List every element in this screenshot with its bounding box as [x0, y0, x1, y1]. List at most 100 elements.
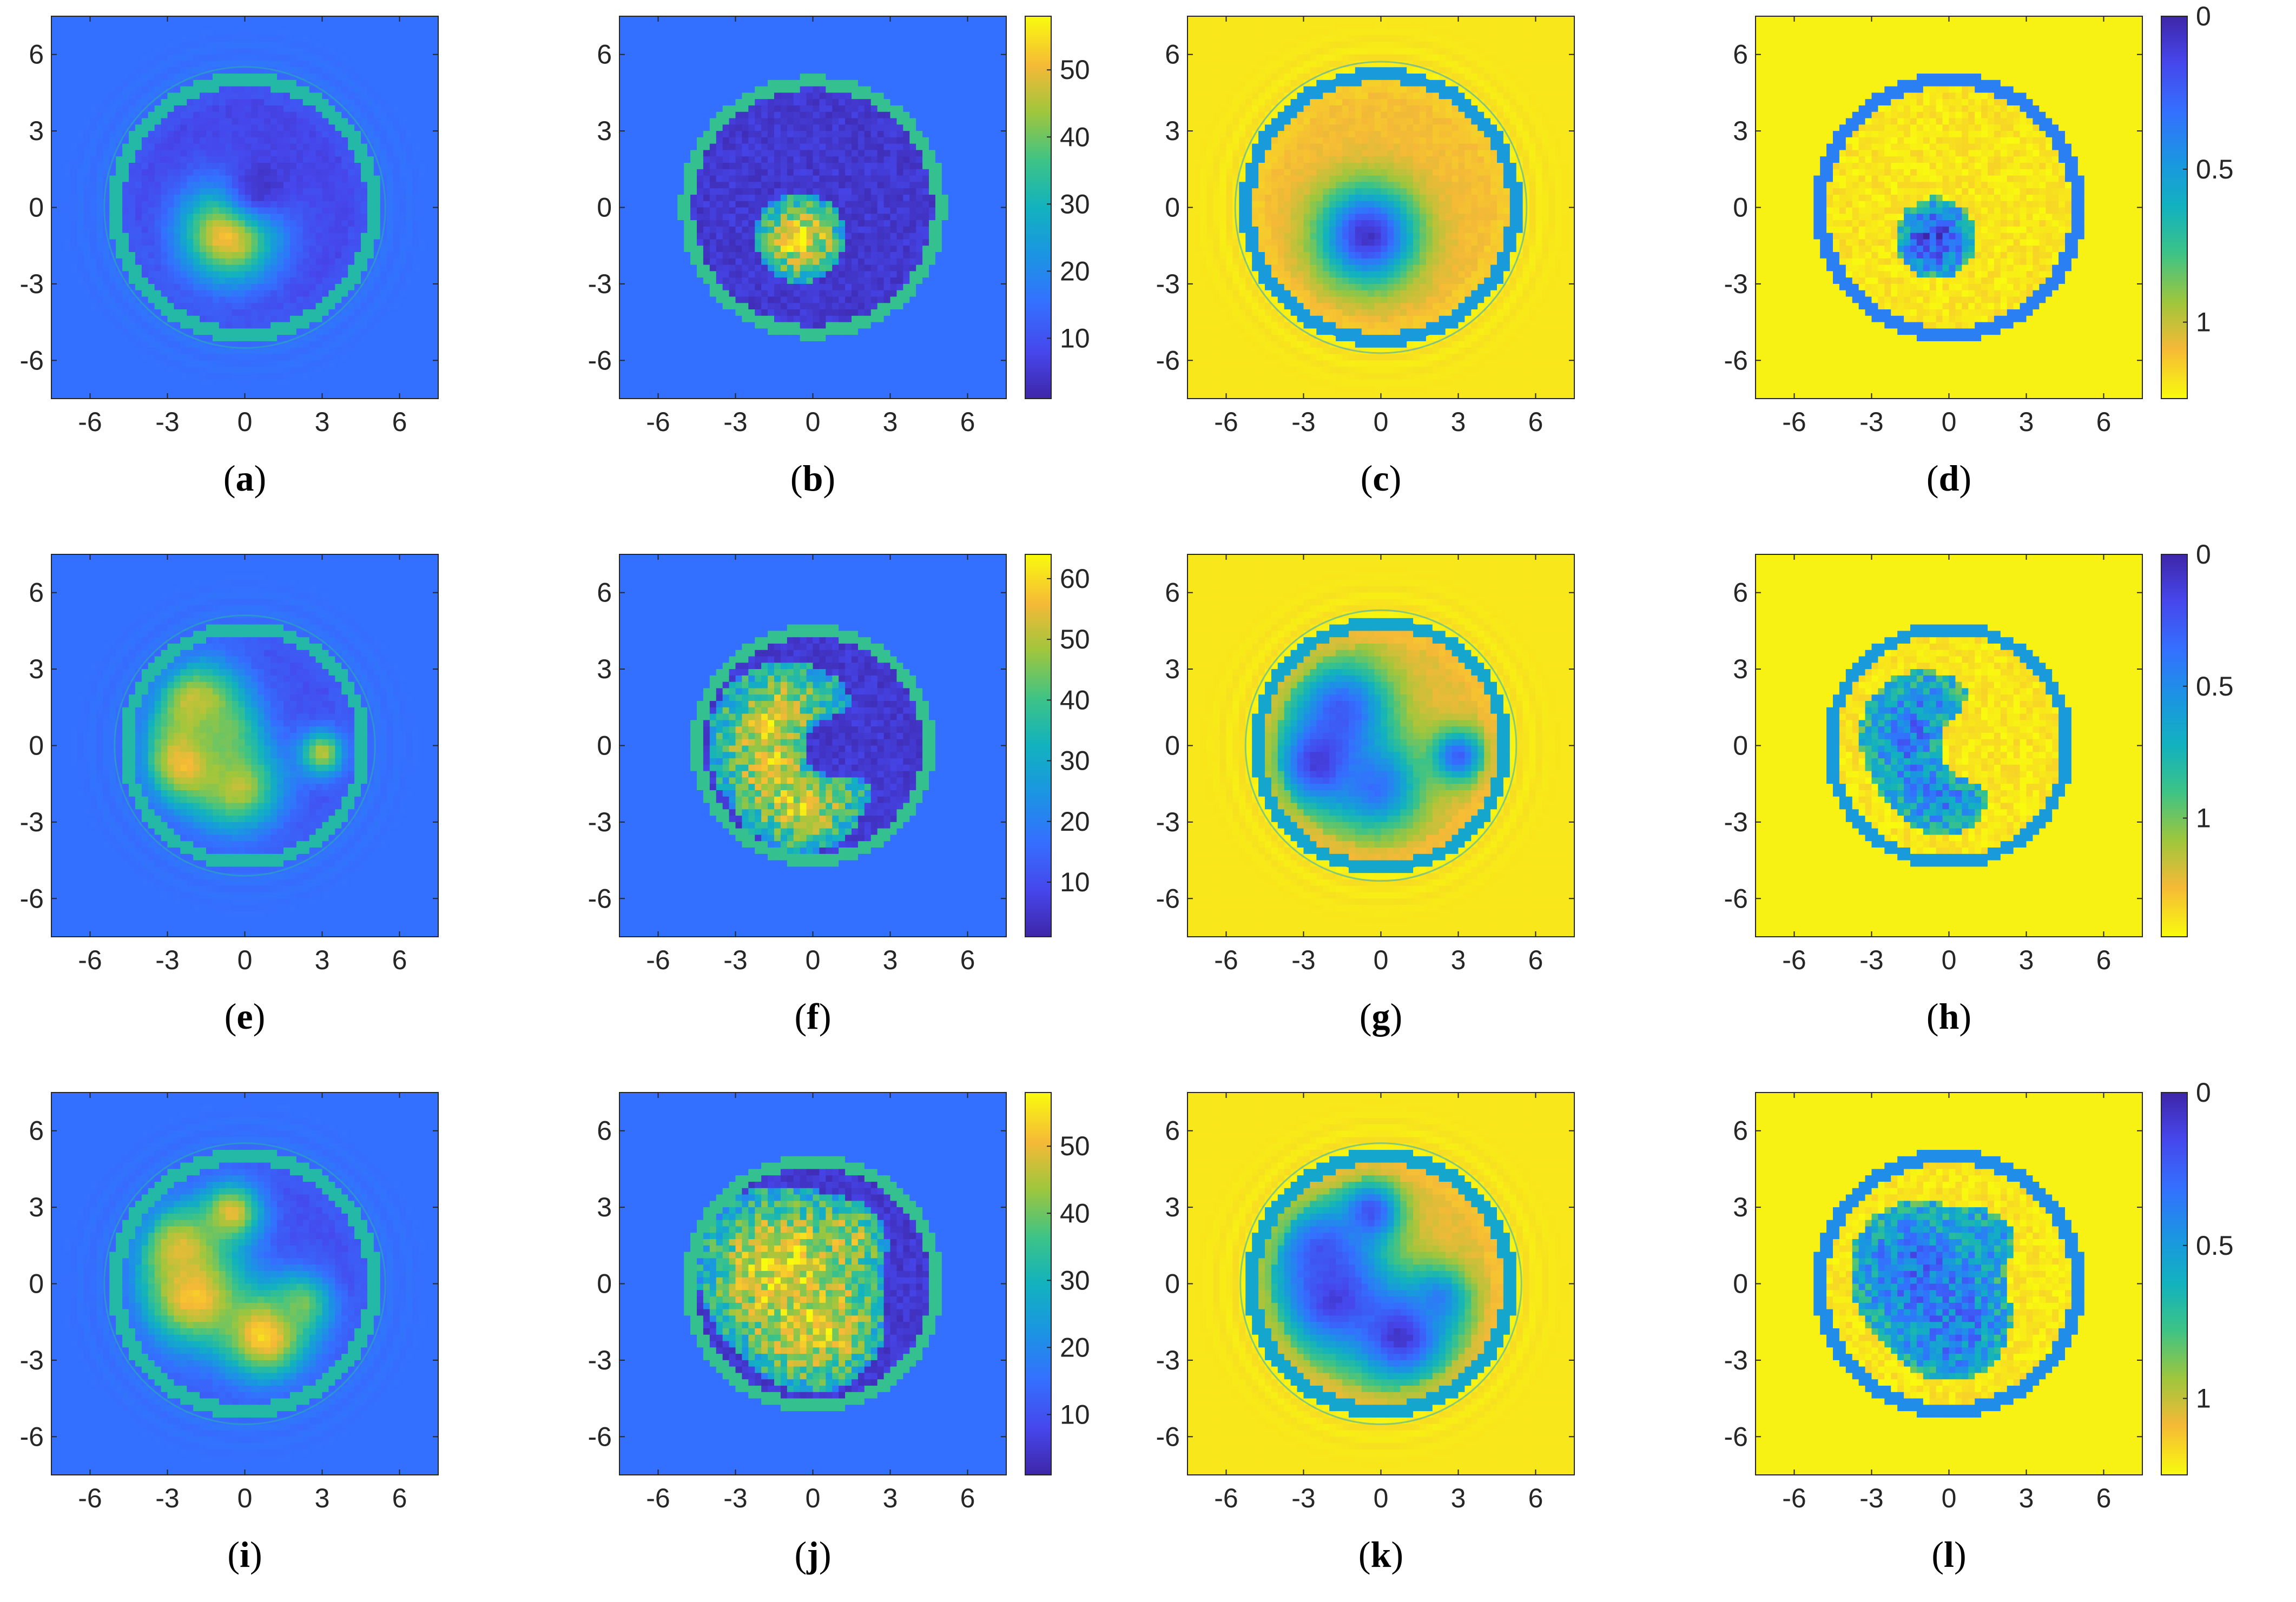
- x-tick-label: 6: [960, 407, 975, 437]
- x-tick-label: 6: [2096, 407, 2112, 437]
- panel-label: (h): [1926, 996, 1971, 1037]
- colorbar-tick-label: 20: [1060, 256, 1090, 286]
- x-tick-label: -3: [155, 407, 179, 437]
- colorbar-tick-label: 0: [2196, 539, 2211, 570]
- x-tick-label: 0: [237, 945, 253, 975]
- x-tick-label: 3: [1451, 407, 1466, 437]
- panel-label: (g): [1360, 996, 1402, 1037]
- colorbar-h: 10.50: [2161, 539, 2234, 937]
- heatmap-g: [1187, 554, 1575, 937]
- panel-e: -6 -3 0 3 6 6 3 0 -3 -6 (e): [20, 554, 439, 1037]
- y-tick-label: -6: [20, 345, 44, 375]
- heatmap-j: [619, 1093, 1007, 1475]
- x-tick-label: 0: [237, 407, 253, 437]
- x-tick-label: -6: [78, 945, 102, 975]
- ring-c: [1244, 71, 1518, 344]
- colorbar-tick-label: 10: [1060, 867, 1090, 897]
- x-tick-label: 6: [960, 1483, 975, 1513]
- colorbar-b: 50 40 30 20 10: [1025, 16, 1090, 399]
- colorbar-tick-label: 30: [1060, 1265, 1090, 1295]
- colorbar-tick-label: 50: [1060, 624, 1090, 654]
- y-tick-label: -6: [1724, 883, 1748, 913]
- x-tick-label: 6: [392, 1483, 407, 1513]
- colorbar-tick-label: 50: [1060, 1131, 1090, 1161]
- x-tick-label: 3: [1451, 945, 1466, 975]
- colorbar-tick-label: 1: [2196, 1383, 2211, 1414]
- y-tick-label: -6: [1156, 1421, 1180, 1452]
- x-tick-label: -6: [1782, 407, 1806, 437]
- panel-letter: h: [1939, 996, 1959, 1037]
- x-tick-label: 0: [1374, 945, 1389, 975]
- y-tick-label: -6: [20, 1421, 44, 1452]
- panel-letter: f: [807, 996, 820, 1037]
- colorbar-l: 10.50: [2161, 1077, 2234, 1475]
- panel-g: -6 -3 0 3 6 6 3 0 -3 -6 (g): [1156, 554, 1575, 1037]
- y-tick-label: -6: [1724, 345, 1748, 375]
- y-tick-label: 3: [29, 116, 44, 146]
- colorbar-tick-label: 0: [2196, 1, 2211, 31]
- colorbar-tick-label: 50: [1060, 55, 1090, 85]
- y-tick-label: 6: [1165, 1116, 1180, 1146]
- y-tick-label: 6: [597, 578, 612, 608]
- x-tick-label: 6: [392, 407, 407, 437]
- x-tick-label: 0: [1942, 1483, 1957, 1513]
- x-tick-label: 6: [2096, 945, 2112, 975]
- panel-letter: i: [240, 1534, 250, 1575]
- ring-k: [1249, 1152, 1513, 1415]
- x-tick-label: 6: [1528, 407, 1543, 437]
- panel-letter: j: [806, 1534, 819, 1575]
- y-tick-label: 0: [597, 731, 612, 761]
- panel-letter: k: [1371, 1534, 1391, 1575]
- x-tick-label: -6: [1214, 407, 1238, 437]
- panel-letter: l: [1944, 1534, 1954, 1575]
- x-tick-label: 3: [883, 945, 898, 975]
- y-tick-label: -3: [1156, 1345, 1180, 1375]
- y-tick-label: 0: [29, 193, 44, 223]
- y-tick-label: 0: [29, 731, 44, 761]
- colorbar-tick-label: 30: [1060, 189, 1090, 219]
- colorbar-tick-label: 10: [1060, 1399, 1090, 1429]
- x-tick-label: 0: [806, 945, 821, 975]
- x-tick-label: 3: [1451, 1483, 1466, 1513]
- y-tick-label: 0: [1733, 1269, 1748, 1299]
- x-tick-label: -6: [1214, 1483, 1238, 1513]
- x-tick-label: 6: [1528, 945, 1543, 975]
- panel-k: -6 -3 0 3 6 6 3 0 -3 -6 (k): [1156, 1092, 1575, 1575]
- y-tick-label: 0: [1165, 731, 1180, 761]
- y-tick-label: -3: [20, 1345, 44, 1375]
- x-tick-label: 6: [1528, 1483, 1543, 1513]
- y-tick-label: 3: [1165, 116, 1180, 146]
- panel-label: (f): [795, 996, 832, 1037]
- y-tick-label: -3: [588, 1345, 612, 1375]
- x-tick-label: 0: [1942, 945, 1957, 975]
- y-tick-label: -3: [588, 807, 612, 837]
- heatmap-c: [1187, 16, 1575, 399]
- x-tick-label: -6: [646, 407, 670, 437]
- y-tick-label: -6: [20, 883, 44, 913]
- heatmap-d: [1756, 16, 2143, 399]
- y-tick-label: 3: [29, 654, 44, 684]
- y-tick-label: -6: [1724, 1421, 1748, 1452]
- heatmap-a: [51, 16, 439, 399]
- x-tick-label: -6: [78, 407, 102, 437]
- y-tick-label: 0: [1165, 1269, 1180, 1299]
- colorbar-tick-label: 0.5: [2196, 671, 2234, 701]
- y-tick-label: 0: [29, 1269, 44, 1299]
- y-tick-label: -3: [1156, 269, 1180, 299]
- y-tick-label: -6: [1156, 345, 1180, 375]
- panel-label: (c): [1361, 458, 1402, 499]
- x-tick-label: -3: [1859, 945, 1883, 975]
- y-tick-label: 6: [1733, 578, 1748, 608]
- x-tick-label: -3: [155, 1483, 179, 1513]
- panel-letter: c: [1373, 458, 1389, 499]
- y-tick-label: 0: [1733, 731, 1748, 761]
- x-tick-label: 0: [1942, 407, 1957, 437]
- y-tick-label: 6: [29, 39, 44, 70]
- y-tick-label: 6: [1733, 39, 1748, 70]
- x-tick-label: 3: [2019, 407, 2034, 437]
- colorbar-tick-label: 0: [2196, 1077, 2211, 1108]
